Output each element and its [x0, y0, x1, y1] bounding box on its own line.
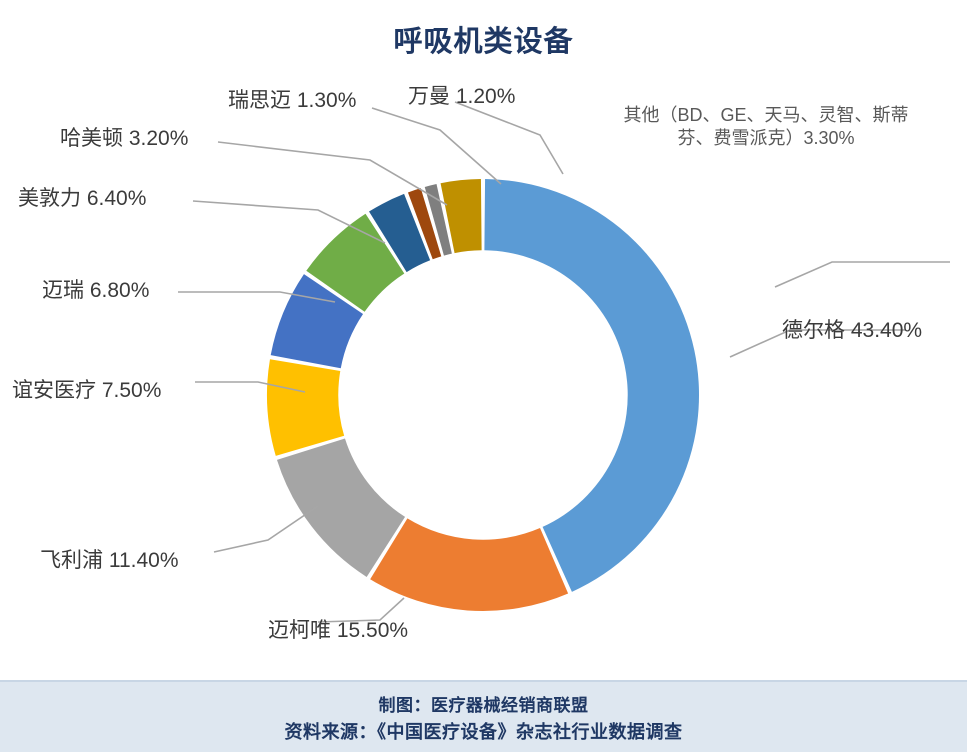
donut-slice[interactable]: 其他（BD、GE、天马、灵智、斯蒂芬、费雪派克） 3.30%	[440, 179, 482, 254]
donut-slice[interactable]: 迈柯唯 15.50%	[370, 518, 569, 612]
donut-slice[interactable]: 德尔格 43.40%	[484, 179, 700, 592]
slice-label-mindray: 迈瑞 6.80%	[42, 279, 150, 302]
footer-credit: 制图：医疗器械经销商联盟	[378, 695, 589, 715]
donut-slice[interactable]: 美敦力 6.40%	[306, 213, 405, 312]
leader-line-hamilton	[217, 141, 448, 206]
slice-label-maquet: 迈柯唯 15.50%	[268, 619, 409, 642]
leader-line-resmed	[371, 107, 502, 185]
donut-slice[interactable]: 瑞思迈 1.30%	[407, 188, 442, 260]
footer-band: 制图：医疗器械经销商联盟 资料来源：《中国医疗设备》杂志社行业数据调查	[0, 680, 967, 752]
leader-line-medtronic	[192, 200, 386, 244]
chart-title: 呼吸机类设备	[393, 26, 574, 58]
slice-label-resmed: 瑞思迈 1.30%	[228, 89, 357, 112]
leader-line-mindray	[178, 291, 336, 303]
slice-label-others-line1: 其他（BD、GE、天马、灵智、斯蒂	[623, 105, 909, 125]
leader-line-aeonmed	[195, 381, 306, 393]
slice-label-others: 其他（BD、GE、天马、灵智、斯蒂 芬、费雪派克）3.30%	[588, 104, 944, 149]
leader-line-drager	[729, 329, 905, 358]
donut-slice[interactable]: 哈美顿 3.20%	[369, 193, 431, 273]
donut-slice-group: 德尔格 43.40%迈柯唯 15.50%飞利浦 11.40%谊安医疗 7.50%…	[267, 179, 700, 612]
footer-source: 资料来源：《中国医疗设备》杂志社行业数据调查	[284, 721, 683, 742]
donut-slice[interactable]: 迈瑞 6.80%	[270, 274, 364, 369]
leader-line-group	[178, 101, 950, 623]
donut-slice[interactable]: 飞利浦 11.40%	[276, 438, 406, 577]
slice-label-aeonmed: 谊安医疗 7.50%	[12, 379, 162, 402]
slice-label-hamilton: 哈美顿 3.20%	[60, 127, 189, 150]
slice-label-medtronic: 美敦力 6.40%	[18, 187, 147, 210]
slice-label-others-line2: 芬、费雪派克）3.30%	[677, 127, 855, 148]
slice-label-philips: 飞利浦 11.40%	[40, 549, 179, 572]
slice-label-drager: 德尔格 43.40%	[782, 319, 923, 342]
leader-line-maquet	[317, 597, 405, 623]
leader-line-others	[774, 261, 950, 288]
slice-label-weinmann: 万曼 1.20%	[408, 85, 516, 108]
leader-line-philips	[213, 505, 319, 553]
donut-slice[interactable]: 谊安医疗 7.50%	[267, 359, 345, 456]
donut-slice[interactable]: 万曼 1.20%	[424, 184, 452, 256]
leader-line-weinmann	[454, 101, 564, 175]
